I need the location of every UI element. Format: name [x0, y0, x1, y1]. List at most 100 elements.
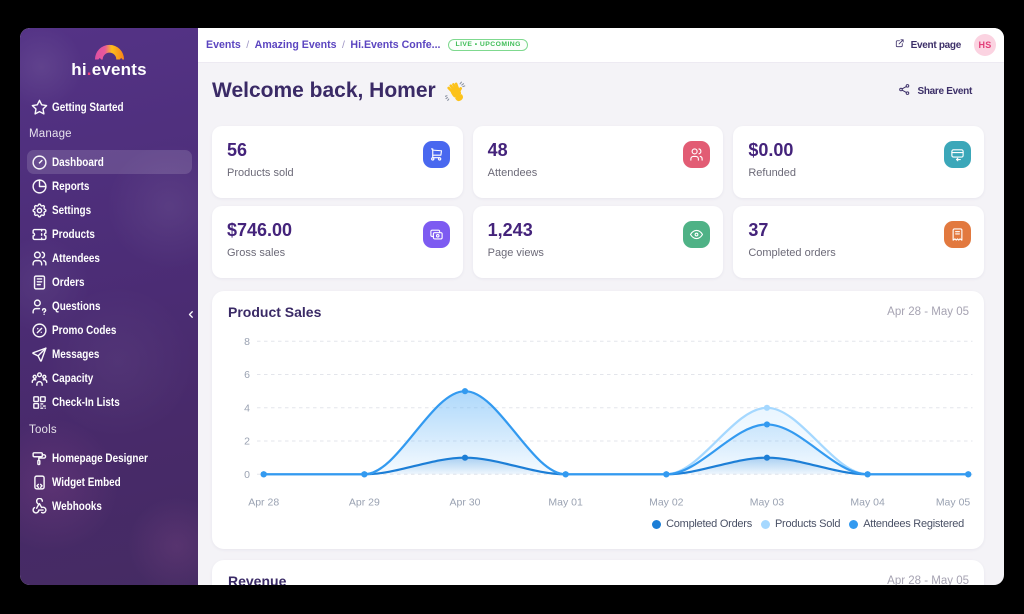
sidebar-nav: Getting Started Manage Dashboard Reports Set…	[20, 95, 198, 518]
send-icon	[31, 346, 48, 363]
y-tick-label: 2	[244, 436, 250, 448]
stat-value: $0.00	[748, 139, 794, 160]
webhook-icon	[31, 497, 48, 515]
stat-label: Products sold	[227, 166, 294, 179]
stat-icon-badge	[422, 221, 450, 248]
sidebar-item-widget-embed[interactable]: Widget Embed	[27, 470, 192, 494]
logo-text: hi.events	[71, 60, 147, 80]
legend-dot	[849, 519, 859, 529]
star-icon	[31, 99, 48, 116]
dashboard-icon	[31, 154, 48, 171]
stat-icon-badge	[944, 221, 971, 248]
users-icon	[689, 147, 704, 162]
revenue-title: Revenue	[228, 572, 287, 586]
stat-label: Completed orders	[748, 246, 836, 259]
sidebar-item-orders[interactable]: Orders	[27, 270, 192, 294]
sidebar-section-tools: Tools	[29, 424, 57, 436]
data-point-dot	[461, 388, 469, 395]
breadcrumb-item[interactable]: Amazing Events	[254, 39, 337, 51]
sidebar-item-reports[interactable]: Reports	[27, 174, 192, 198]
sidebar-item-promo-codes[interactable]: Promo Codes	[27, 318, 192, 342]
welcome-text: Welcome back, Homer	[212, 79, 436, 102]
data-point-dot	[763, 454, 771, 461]
sidebar-item-questions[interactable]: Questions	[27, 294, 192, 318]
stat-value: $746.00	[227, 219, 293, 240]
sidebar-section-manage: Manage	[29, 128, 72, 140]
stat-value: 1,243	[487, 219, 533, 240]
stat-value: 56	[227, 139, 248, 160]
chart-legend: Completed Orders Products Sold Attendees R…	[652, 518, 964, 530]
series-line	[262, 390, 970, 476]
stat-card-attendees: 48 Attendees	[472, 126, 724, 198]
legend-dot	[760, 519, 770, 529]
legend-label: Completed Orders	[666, 518, 752, 530]
sidebar-item-label: Promo Codes	[52, 323, 117, 337]
breadcrumb-item[interactable]: Hi.Events Confe...	[350, 39, 441, 51]
breadcrumb: Events / Amazing Events / Hi.Events Confe...…	[206, 39, 528, 51]
user-question-icon	[31, 298, 48, 315]
sidebar-item-capacity[interactable]: Capacity	[27, 366, 192, 390]
sidebar-item-homepage-designer[interactable]: Homepage Designer	[27, 446, 192, 470]
breadcrumb-separator: /	[246, 39, 250, 51]
revenue-card-header: Revenue Apr 28 - May 05	[212, 560, 984, 586]
users-icon	[31, 250, 48, 267]
stat-icon-badge	[422, 141, 450, 168]
share-event-label: Share Event	[917, 85, 972, 97]
y-tick-label: 8	[244, 336, 250, 348]
legend-item-attendees-registered[interactable]: Attendees Registered	[849, 518, 964, 530]
y-tick-label: 6	[244, 369, 250, 381]
stat-icon-badge	[683, 141, 711, 168]
widget-embed-icon	[31, 474, 48, 491]
y-tick-label: 4	[244, 402, 250, 414]
notes-icon	[31, 274, 48, 291]
product-sales-card: Product Sales Apr 28 - May 05 0 2 4 6 8 Apr 2…	[212, 291, 984, 549]
legend-label: Products Sold	[774, 518, 841, 530]
eye-icon	[689, 227, 704, 242]
stat-card-products-sold: 56 Products sold	[212, 126, 463, 198]
sidebar-item-label: Orders	[52, 275, 85, 289]
cash-icon	[429, 227, 444, 242]
event-page-link[interactable]: Event page	[894, 38, 961, 52]
data-point-dot	[461, 454, 469, 461]
legend-label: Attendees Registered	[863, 518, 964, 530]
share-event-button[interactable]: Share Event	[898, 83, 972, 99]
stat-icon-badge	[683, 221, 711, 248]
legend-item-completed-orders[interactable]: Completed Orders	[652, 518, 752, 530]
chart-date-range: Apr 28 - May 05	[887, 305, 969, 318]
stat-card-gross-sales: $746.00 Gross sales	[212, 206, 463, 278]
legend-item-products-sold[interactable]: Products Sold	[760, 518, 841, 530]
card-refund-icon	[950, 147, 965, 162]
data-point-dot	[763, 421, 771, 428]
sidebar-item-getting-started[interactable]: Getting Started	[27, 95, 192, 119]
breadcrumb-item[interactable]: Events	[206, 39, 241, 51]
logo[interactable]: hi.events	[20, 42, 198, 80]
topbar-actions: Event page HS	[894, 34, 996, 56]
avatar[interactable]: HS	[974, 34, 996, 56]
sidebar-collapse-button[interactable]	[184, 307, 198, 323]
x-tick-label: May 01	[548, 497, 583, 509]
sidebar-item-messages[interactable]: Messages	[27, 342, 192, 366]
discount-icon	[31, 322, 48, 339]
chart-pie-icon	[31, 178, 48, 195]
ticket-icon	[31, 226, 48, 243]
data-point-dot	[663, 471, 670, 478]
series-line	[262, 390, 970, 476]
series-line	[262, 456, 970, 476]
main-panel: Events / Amazing Events / Hi.Events Confe...…	[198, 28, 1004, 585]
x-tick-label: May 02	[649, 497, 684, 509]
sidebar-item-check-in-lists[interactable]: Check-In Lists	[27, 390, 192, 414]
stat-icon-badge	[944, 141, 971, 168]
gear-icon	[31, 202, 48, 219]
sidebar-item-settings[interactable]: Settings	[27, 198, 192, 222]
stat-label: Page views	[487, 246, 544, 259]
sidebar-item-label: Attendees	[52, 251, 100, 265]
data-point-dot	[562, 471, 569, 478]
sidebar-item-products[interactable]: Products	[27, 222, 192, 246]
sidebar-item-dashboard[interactable]: Dashboard	[27, 150, 192, 174]
sidebar-item-label: Dashboard	[52, 155, 104, 169]
stat-value: 48	[487, 139, 508, 160]
sidebar-item-webhooks[interactable]: Webhooks	[27, 494, 192, 518]
sidebar-item-attendees[interactable]: Attendees	[27, 246, 192, 270]
sidebar-item-label: Reports	[52, 179, 90, 193]
stat-value: 37	[748, 219, 769, 240]
